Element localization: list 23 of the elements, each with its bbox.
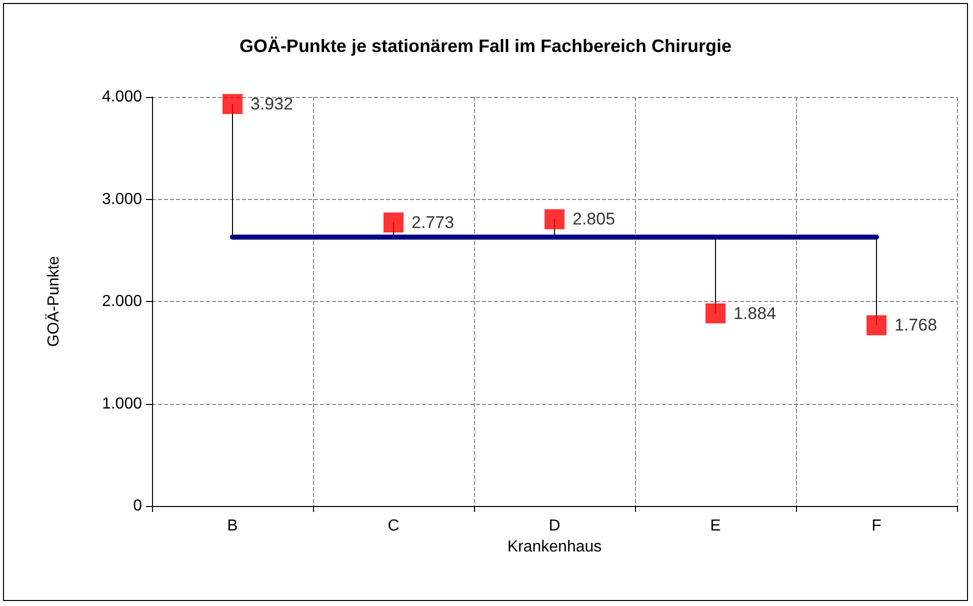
y-tick-label: 4.000 xyxy=(102,88,142,106)
data-label: 2.773 xyxy=(412,212,454,232)
x-tick-label: C xyxy=(388,518,400,534)
y-tick-label: 1.000 xyxy=(102,395,142,412)
y-tick-label: 3.000 xyxy=(102,190,142,208)
x-tick-label: D xyxy=(548,518,560,534)
y-tick-label: 0 xyxy=(133,498,142,514)
data-label: 1.884 xyxy=(734,304,776,323)
x-tick-label: E xyxy=(710,518,721,534)
data-label: 2.805 xyxy=(572,210,616,229)
x-tick-label: B xyxy=(227,518,238,534)
x-axis-title: Krankenhaus xyxy=(507,538,602,556)
y-tick-label: 2.000 xyxy=(102,293,142,310)
point xyxy=(866,315,886,336)
point xyxy=(222,94,242,114)
chart-title: GOÄ-Punkte je stationärem Fall im Fachbereich Chirurgie xyxy=(239,36,732,56)
y-axis-title: GOÄ-Punkte xyxy=(44,256,62,347)
point xyxy=(544,209,564,230)
point xyxy=(384,212,404,232)
data-label: 3.932 xyxy=(250,94,294,114)
point xyxy=(706,303,726,324)
x-tick-label: F xyxy=(872,518,882,534)
data-label: 1.768 xyxy=(894,316,938,335)
